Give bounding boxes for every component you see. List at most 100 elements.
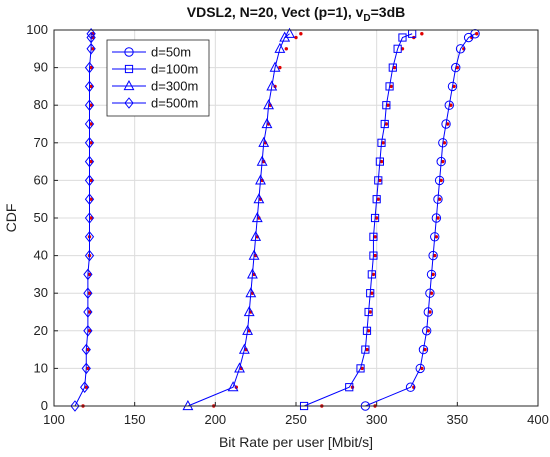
data-point-triangle [256,155,268,166]
reference-point [379,159,384,164]
x-tick-label: 250 [285,412,307,427]
y-tick-label: 70 [34,135,48,150]
data-point-diamond [84,136,95,149]
y-tick-label: 30 [34,285,48,300]
chart-title-tail: =3dB [371,4,406,20]
reference-point [86,366,90,371]
data-point-circle [434,175,445,186]
data-point-diamond [81,362,91,375]
data-point-diamond [84,193,95,206]
data-point-triangle [284,27,295,38]
data-point-diamond [70,400,80,412]
x-tick-label: 150 [124,412,146,427]
chart-title: VDSL2, N=20, Vect (p=1), vD=3dB [187,4,406,24]
data-point-circle [405,382,416,392]
data-point-triangle [227,381,239,392]
data-point-triangle [255,174,266,185]
data-point-triangle [243,305,255,317]
data-point-square [366,289,375,298]
reference-point [433,253,437,258]
data-point-diamond [84,61,95,74]
x-tick-label: 350 [446,412,468,427]
data-point-diamond [80,381,90,394]
data-point-triangle [250,230,262,241]
reference-point [89,103,93,107]
reference-point [86,347,90,352]
series-square [299,29,417,411]
data-point-diamond [86,42,96,55]
reference-point [87,329,92,333]
data-point-square [367,270,376,279]
reference-point [91,47,95,51]
reference-point [392,65,397,70]
series-line [365,33,476,407]
y-tick-label: 0 [41,398,48,413]
y-tick-label: 50 [34,210,48,225]
data-point-triangle [253,193,265,204]
reference-point [381,141,385,145]
y-tick-label: 40 [34,248,48,263]
reference-point [370,291,374,295]
y-tick-label: 60 [34,172,48,187]
data-point-square [375,157,384,166]
data-point-square [370,213,380,223]
data-point-diamond [84,155,95,168]
data-point-triangle [269,61,281,72]
data-point-square [385,82,394,91]
data-point-circle [415,363,425,374]
data-point-diamond [84,212,95,224]
reference-point [87,291,92,295]
reference-point [299,32,303,36]
data-point-square [377,138,386,147]
data-point-diamond [84,174,95,187]
data-point-triangle [263,99,275,110]
reference-point [373,235,377,239]
data-point-square [369,251,378,260]
data-point-circle [418,344,429,355]
series-circle [360,29,480,411]
y-axis-label: CDF [3,204,19,233]
data-point-triangle [242,324,254,335]
reference-point [431,272,435,277]
data-point-circle [430,232,440,242]
series-line [303,33,413,407]
data-point-diamond [83,287,93,300]
reference-point [378,178,382,183]
data-point-diamond [81,343,91,356]
data-point-diamond [86,27,96,40]
reference-point [89,84,93,89]
reference-point [426,329,430,333]
reference-point [449,103,453,107]
data-point-triangle [247,268,258,279]
x-tick-label: 200 [204,412,226,427]
axes: 100 150 200 250 300 350 400 0 10 20 30 40 50 60 70 80 90… [26,22,549,427]
reference-point [376,197,380,201]
x-tick-label: 300 [366,412,388,427]
x-tick-label: 400 [527,412,549,427]
y-tick-label: 90 [34,60,48,75]
data-point-triangle [258,136,270,147]
data-point-diamond [84,249,95,262]
data-point-diamond [84,80,95,93]
data-point-square [382,101,391,110]
data-point-circle [444,100,454,110]
data-point-circle [441,119,451,129]
legend-label: d=100m [151,62,198,77]
legend-label: d=50m [151,45,191,60]
reference-point [452,84,456,89]
reference-point [89,178,93,183]
reference-point [87,272,92,277]
data-point-square [398,33,407,42]
reference-point [371,272,376,277]
series-diamond [70,27,96,412]
reference-point [429,291,434,295]
data-point-diamond [84,118,95,130]
data-point-diamond [83,268,93,281]
reference-point [474,32,479,36]
data-point-circle [455,44,466,54]
data-point-circle [436,156,446,167]
data-point-circle [428,250,438,261]
data-point-circle [447,81,458,92]
reference-point [89,159,93,164]
